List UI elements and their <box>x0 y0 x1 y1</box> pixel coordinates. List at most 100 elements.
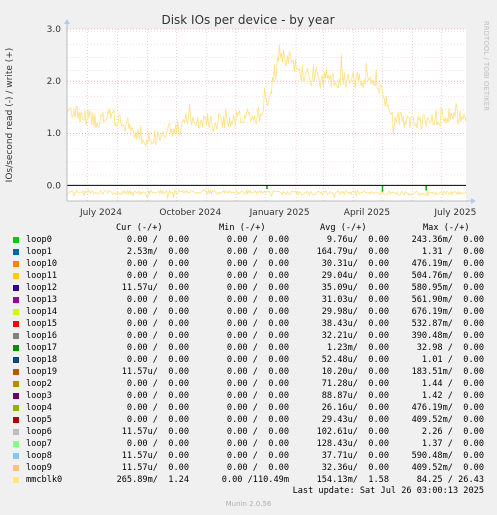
x-tick-label: July 2024 <box>79 208 122 218</box>
legend-swatch <box>13 345 19 351</box>
legend-max-value: 1.37 / 0.00 <box>421 439 484 449</box>
legend-max-value: 590.48m/ 0.00 <box>411 451 484 461</box>
legend-cur-value: 11.57u/ 0.00 <box>121 427 189 437</box>
legend-device-name: loop14 <box>26 307 58 317</box>
legend-min-value: 0.00 / 0.00 <box>226 235 289 245</box>
legend-avg-value: 1.23m/ 0.00 <box>326 343 389 353</box>
munin-version: Munin 2.0.56 <box>225 500 272 508</box>
legend-avg-value: 30.31u/ 0.00 <box>321 259 389 269</box>
legend-swatch <box>13 333 19 339</box>
legend-row-loop6: loop6 11.57u/ 0.00 0.00 / 0.00 102.61u/ 0.0… <box>0 426 497 438</box>
legend-row-loop2: loop2 0.00 / 0.00 0.00 / 0.00 71.28u/ 0.00 1… <box>0 378 497 390</box>
legend-cur-value: 0.00 / 0.00 <box>126 319 189 329</box>
legend-cur-value: 0.00 / 0.00 <box>126 259 189 269</box>
legend-swatch <box>13 441 19 447</box>
legend-row-loop10: loop10 0.00 / 0.00 0.00 / 0.00 30.31u/ 0.00… <box>0 258 497 270</box>
legend-min-value: 0.00 / 0.00 <box>226 259 289 269</box>
legend-min-value: 0.00 / 0.00 <box>226 283 289 293</box>
y-tick-label: 0.0 <box>47 181 62 191</box>
legend-swatch <box>13 249 19 255</box>
legend-avg-value: 10.20u/ 0.00 <box>321 367 389 377</box>
legend-swatch <box>13 417 19 423</box>
legend-avg-value: 102.61u/ 0.00 <box>316 427 389 437</box>
legend-avg-value: 31.03u/ 0.00 <box>321 295 389 305</box>
legend-min-value: 0.00 / 0.00 <box>226 343 289 353</box>
legend-swatch <box>13 429 19 435</box>
legend-min-value: 0.00 / 0.00 <box>226 439 289 449</box>
legend-device-name: loop18 <box>26 355 58 365</box>
legend-max-value: 84.25 / 26.43 <box>416 475 484 485</box>
legend-max-value: 504.76m/ 0.00 <box>411 271 484 281</box>
series-layer <box>66 44 467 199</box>
legend-avg-value: 88.87u/ 0.00 <box>321 391 389 401</box>
legend-row-loop9: loop9 11.57u/ 0.00 0.00 / 0.00 32.36u/ 0.00… <box>0 462 497 474</box>
legend-min-value: 0.00 / 0.00 <box>226 391 289 401</box>
legend-max-value: 1.42 / 0.00 <box>421 391 484 401</box>
legend-device-name: mmcblk0 <box>26 475 63 485</box>
legend-avg-value: 71.28u/ 0.00 <box>321 379 389 389</box>
legend-cur-value: 0.00 / 0.00 <box>126 439 189 449</box>
legend-cur-value: 0.00 / 0.00 <box>126 295 189 305</box>
legend-swatch <box>13 297 19 303</box>
legend-header-cur: Cur (-/+) <box>116 223 163 233</box>
legend-swatch <box>13 381 19 387</box>
legend-min-value: 0.00 / 0.00 <box>226 463 289 473</box>
legend-avg-value: 37.71u/ 0.00 <box>321 451 389 461</box>
rrdtool-credit-label: RRDTOOL / TOBI OETIKER <box>482 21 490 111</box>
legend-max-value: 1.31 / 0.00 <box>421 247 484 257</box>
legend-cur-value: 11.57u/ 0.00 <box>121 451 189 461</box>
legend-min-value: 0.00 / 0.00 <box>226 379 289 389</box>
legend-row-loop19: loop19 11.57u/ 0.00 0.00 / 0.00 10.20u/ 0.0… <box>0 366 497 378</box>
legend-cur-value: 0.00 / 0.00 <box>126 355 189 365</box>
legend-row-loop15: loop15 0.00 / 0.00 0.00 / 0.00 38.43u/ 0.00… <box>0 318 497 330</box>
x-axis-arrow <box>471 198 476 204</box>
legend-swatch <box>13 453 19 459</box>
legend-swatch <box>13 393 19 399</box>
legend-max-value: 409.52m/ 0.00 <box>411 463 484 473</box>
legend-cur-value: 11.57u/ 0.00 <box>121 283 189 293</box>
legend-swatch <box>13 321 19 327</box>
legend-row-loop8: loop8 11.57u/ 0.00 0.00 / 0.00 37.71u/ 0.00… <box>0 450 497 462</box>
legend-min-value: 0.00 / 0.00 <box>226 415 289 425</box>
legend-avg-value: 32.36u/ 0.00 <box>321 463 389 473</box>
legend-row-loop11: loop11 0.00 / 0.00 0.00 / 0.00 29.04u/ 0.00… <box>0 270 497 282</box>
legend-row-loop3: loop3 0.00 / 0.00 0.00 / 0.00 88.87u/ 0.00 1… <box>0 390 497 402</box>
legend-device-name: loop3 <box>26 391 52 401</box>
legend-swatch <box>13 357 19 363</box>
legend-max-value: 561.90m/ 0.00 <box>411 295 484 305</box>
legend-row-loop16: loop16 0.00 / 0.00 0.00 / 0.00 32.21u/ 0.00… <box>0 330 497 342</box>
y-tick-label: 1.0 <box>47 129 62 139</box>
legend-cur-value: 0.00 / 0.00 <box>126 415 189 425</box>
legend-row-loop5: loop5 0.00 / 0.00 0.00 / 0.00 29.43u/ 0.00 4… <box>0 414 497 426</box>
legend-max-value: 676.19m/ 0.00 <box>411 307 484 317</box>
x-tick-label: April 2025 <box>344 208 390 218</box>
series-line-mmcblk0-write <box>66 44 467 147</box>
legend-device-name: loop17 <box>26 343 58 353</box>
legend-avg-value: 164.79u/ 0.00 <box>316 247 389 257</box>
legend-swatch <box>13 369 19 375</box>
legend-device-name: loop15 <box>26 319 58 329</box>
y-tick-label: 2.0 <box>47 77 62 87</box>
legend-swatch <box>13 285 19 291</box>
legend-min-value: 0.00 / 0.00 <box>226 451 289 461</box>
legend-device-name: loop5 <box>26 415 52 425</box>
legend-min-value: 0.00 /110.49m <box>221 475 289 485</box>
y-axis-arrow <box>64 19 70 24</box>
series-line-mmcblk0-read <box>66 188 467 199</box>
chart-title: Disk IOs per device - by year <box>161 13 334 27</box>
legend-min-value: 0.00 / 0.00 <box>226 355 289 365</box>
legend-device-name: loop7 <box>26 439 52 449</box>
y-axis-label: IOs/second read (-) / write (+) <box>5 48 15 183</box>
legend-avg-value: 29.04u/ 0.00 <box>321 271 389 281</box>
legend-row-loop1: loop1 2.53m/ 0.00 0.00 / 0.00 164.79u/ 0.00… <box>0 246 497 258</box>
legend-max-value: 32.98 / 0.00 <box>416 343 484 353</box>
legend-cur-value: 11.57u/ 0.00 <box>121 367 189 377</box>
legend-cur-value: 0.00 / 0.00 <box>126 403 189 413</box>
legend-device-name: loop2 <box>26 379 52 389</box>
legend-avg-value: 29.98u/ 0.00 <box>321 307 389 317</box>
x-tick-label: July 2025 <box>433 208 476 218</box>
legend-row-loop7: loop7 0.00 / 0.00 0.00 / 0.00 128.43u/ 0.00… <box>0 438 497 450</box>
plot-area <box>67 29 466 201</box>
legend-row-loop12: loop12 11.57u/ 0.00 0.00 / 0.00 35.09u/ 0.0… <box>0 282 497 294</box>
legend-device-name: loop8 <box>26 451 52 461</box>
